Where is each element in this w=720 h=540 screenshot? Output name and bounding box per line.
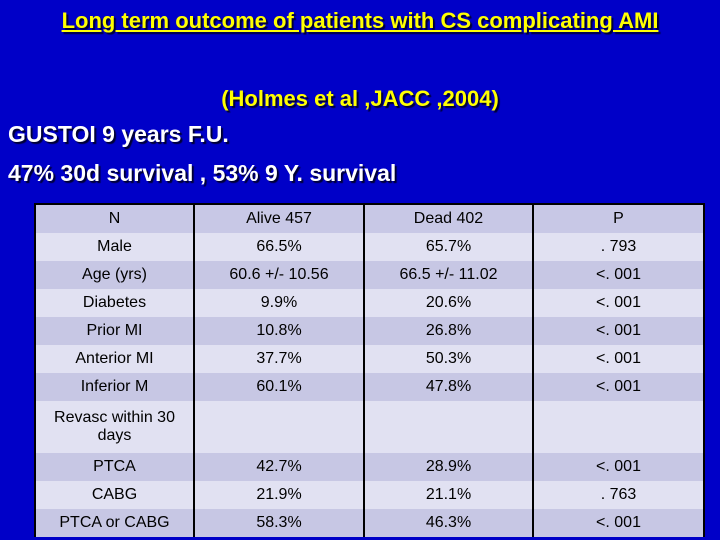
alive-cell: 10.8% (194, 317, 365, 345)
p-value-cell: . 763 (533, 481, 705, 509)
alive-cell: 60.6 +/- 10.56 (194, 261, 365, 289)
alive-cell: 9.9% (194, 289, 365, 317)
p-value-cell: <. 001 (533, 317, 705, 345)
p-value-cell: <. 001 (533, 289, 705, 317)
row-label: Prior MI (34, 317, 195, 345)
dead-cell: 20.6% (364, 289, 534, 317)
row-label: CABG (34, 481, 195, 509)
survival-text: 47% 30d survival , 53% 9 Y. survival (8, 160, 397, 186)
table-row: Age (yrs) 60.6 +/- 10.56 66.5 +/- 11.02 … (34, 261, 705, 289)
table-row: Inferior M 60.1% 47.8% <. 001 (34, 373, 705, 401)
p-value-cell: <. 001 (533, 345, 705, 373)
table-row: Male 66.5% 65.7% . 793 (34, 233, 705, 261)
dead-cell: 66.5 +/- 11.02 (364, 261, 534, 289)
dead-cell: 65.7% (364, 233, 534, 261)
alive-cell (194, 401, 365, 453)
p-value-cell: <. 001 (533, 509, 705, 537)
p-value-cell (533, 401, 705, 453)
table-row: Revasc within 30 days (34, 401, 705, 453)
p-value-cell: . 793 (533, 233, 705, 261)
alive-cell: 58.3% (194, 509, 365, 537)
header-cell: Dead 402 (364, 203, 534, 233)
row-label: Male (34, 233, 195, 261)
row-label: Inferior M (34, 373, 195, 401)
p-value-cell: <. 001 (533, 453, 705, 481)
slide-subtitle: (Holmes et al ,JACC ,2004) (221, 86, 499, 111)
alive-cell: 21.9% (194, 481, 365, 509)
dead-cell: 26.8% (364, 317, 534, 345)
dead-cell: 21.1% (364, 481, 534, 509)
dead-cell: 28.9% (364, 453, 534, 481)
table-row: Anterior MI 37.7% 50.3% <. 001 (34, 345, 705, 373)
table-row: Prior MI 10.8% 26.8% <. 001 (34, 317, 705, 345)
dead-cell: 46.3% (364, 509, 534, 537)
alive-cell: 66.5% (194, 233, 365, 261)
row-label: Age (yrs) (34, 261, 195, 289)
header-cell: Alive 457 (194, 203, 365, 233)
row-label: PTCA (34, 453, 195, 481)
row-label: Revasc within 30 days (34, 401, 195, 453)
follow-up-text: GUSTOI 9 years F.U. (8, 121, 229, 147)
table-row: PTCA 42.7% 28.9% <. 001 (34, 453, 705, 481)
dead-cell: 47.8% (364, 373, 534, 401)
table-row: CABG 21.9% 21.1% . 763 (34, 481, 705, 509)
alive-cell: 60.1% (194, 373, 365, 401)
alive-cell: 37.7% (194, 345, 365, 373)
header-cell: N (34, 203, 195, 233)
table-row: Diabetes 9.9% 20.6% <. 001 (34, 289, 705, 317)
row-label: Diabetes (34, 289, 195, 317)
dead-cell (364, 401, 534, 453)
alive-cell: 42.7% (194, 453, 365, 481)
header-cell: P (533, 203, 705, 233)
p-value-cell: <. 001 (533, 373, 705, 401)
row-label: Anterior MI (34, 345, 195, 373)
table-row: PTCA or CABG 58.3% 46.3% <. 001 (34, 509, 705, 537)
dead-cell: 50.3% (364, 345, 534, 373)
row-label: PTCA or CABG (34, 509, 195, 537)
p-value-cell: <. 001 (533, 261, 705, 289)
slide-title: Long term outcome of patients with CS co… (61, 8, 659, 33)
table-header-row: N Alive 457 Dead 402 P (34, 203, 705, 233)
outcomes-table: N Alive 457 Dead 402 P Male 66.5% 65.7% … (34, 203, 705, 537)
